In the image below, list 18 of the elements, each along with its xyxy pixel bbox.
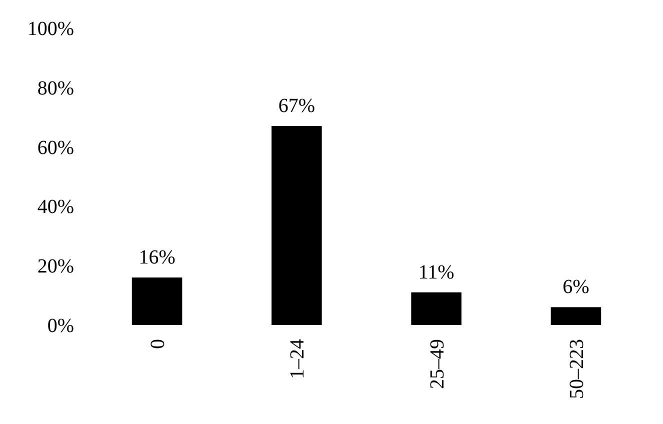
data-label: 6% [562,276,590,298]
y-tick-label: 80% [37,77,74,100]
y-tick-label: 60% [37,136,74,159]
x-tick-label: 1–24 [286,339,309,379]
y-tick-label: 100% [27,18,74,40]
x-tick-label: 25–49 [426,339,448,389]
data-label: 11% [418,261,454,284]
x-tick-label: 50–223 [566,339,588,399]
bar [272,126,322,325]
data-label: 67% [278,95,316,118]
bar [411,292,462,325]
data-label: 16% [138,246,176,268]
x-tick-label: 0 [147,339,170,349]
y-tick-label: 20% [37,256,74,278]
bar [132,277,182,325]
y-tick-label: 40% [37,196,74,218]
bar [550,307,602,325]
y-tick-label: 0% [47,315,74,337]
